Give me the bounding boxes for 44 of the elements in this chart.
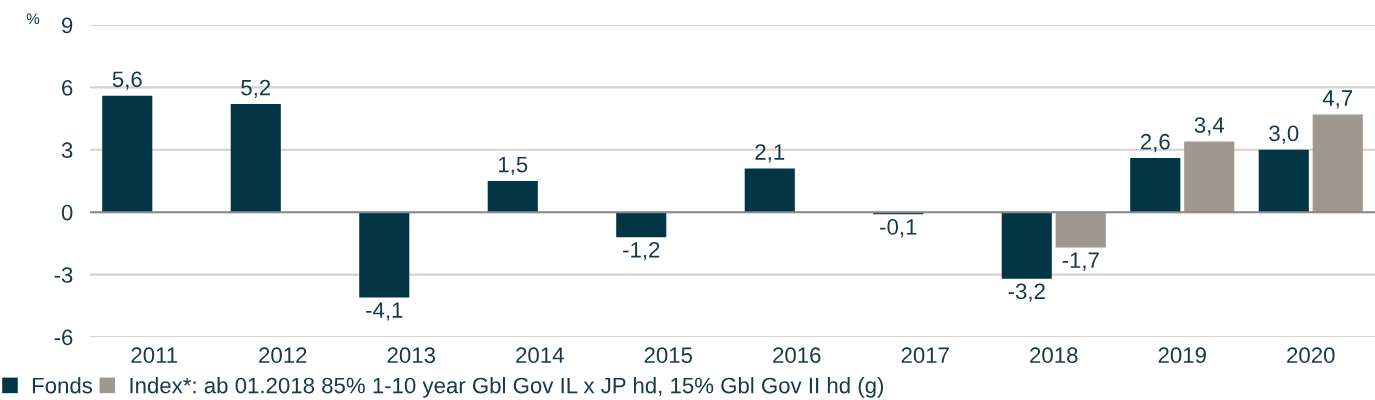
data-label: 3,0 bbox=[1269, 125, 1299, 144]
x-tick-label: 2014 bbox=[516, 347, 564, 364]
data-label: -4,1 bbox=[366, 302, 403, 321]
data-label: -3,2 bbox=[1008, 283, 1045, 302]
bar bbox=[1001, 212, 1052, 279]
x-tick-label: 2012 bbox=[259, 347, 307, 364]
data-label: 3,4 bbox=[1194, 117, 1225, 136]
x-tick-label: 2016 bbox=[773, 347, 821, 364]
x-tick-label: 2015 bbox=[644, 347, 693, 364]
x-tick-label: 2013 bbox=[387, 347, 435, 364]
bar bbox=[1055, 212, 1106, 248]
legend-label: Index*: ab 01.2018 85% 1-10 year Gbl Gov IL x JP hd, 15% Gbl Gov II hd (g) bbox=[130, 377, 884, 398]
bar bbox=[1258, 149, 1309, 213]
data-label: 2,1 bbox=[755, 144, 785, 163]
bar bbox=[102, 95, 153, 213]
y-tick-label: 3 bbox=[61, 142, 73, 159]
data-label: 1,5 bbox=[499, 156, 528, 176]
y-tick-label: 0 bbox=[61, 204, 73, 221]
y-tick-label: 6 bbox=[62, 79, 73, 96]
x-tick-label: 2018 bbox=[1030, 347, 1078, 364]
data-label: 5,2 bbox=[241, 79, 271, 99]
legend-label: Fonds bbox=[32, 377, 93, 394]
bar bbox=[1130, 158, 1181, 213]
bar bbox=[487, 181, 538, 213]
x-tick-label: 2017 bbox=[901, 347, 949, 364]
bar bbox=[359, 212, 410, 298]
x-tick-label: 2020 bbox=[1287, 347, 1335, 364]
bar bbox=[1312, 114, 1363, 213]
y-tick-label: -6 bbox=[54, 329, 73, 346]
data-label: 2,6 bbox=[1140, 133, 1170, 153]
y-tick-label: -3 bbox=[54, 267, 73, 283]
data-label: 4,7 bbox=[1322, 90, 1353, 109]
data-label: -1,2 bbox=[623, 241, 660, 261]
x-tick-label: 2011 bbox=[131, 347, 178, 364]
bar bbox=[1184, 141, 1235, 213]
data-label: 5,6 bbox=[112, 71, 142, 90]
data-label: -0,1 bbox=[880, 219, 917, 238]
y-tick-label: 9 bbox=[62, 17, 73, 34]
y-axis-title: % bbox=[26, 13, 40, 25]
data-label: -1,7 bbox=[1062, 252, 1099, 271]
bar bbox=[744, 168, 795, 213]
bar bbox=[230, 104, 281, 213]
bar bbox=[616, 212, 667, 238]
x-tick-label: 2019 bbox=[1158, 347, 1206, 364]
